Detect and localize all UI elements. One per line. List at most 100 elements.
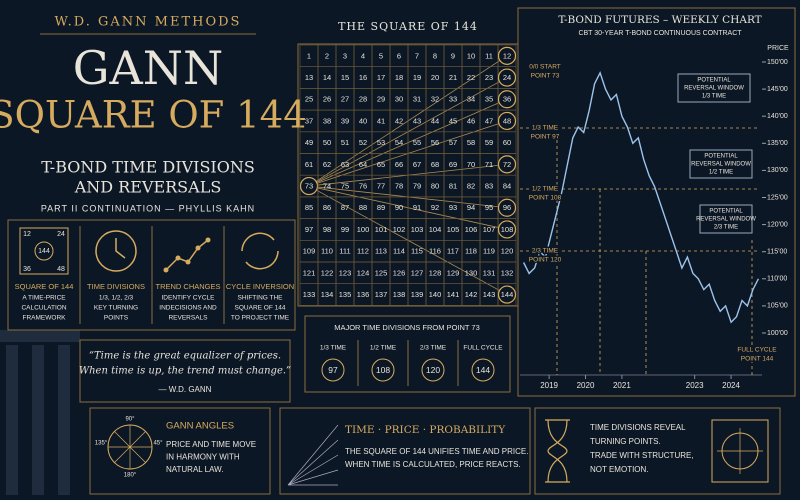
icon-label: 48 <box>57 266 65 273</box>
subtitle: T-BOND TIME DIVISIONS <box>41 158 255 177</box>
cell-number: 45 <box>449 116 457 125</box>
footer-text: NOT EMOTION. <box>590 465 649 474</box>
cell-number: 6 <box>397 51 401 60</box>
cell-number: 42 <box>395 116 403 125</box>
cell-number: 141 <box>447 290 460 299</box>
y-tick-label: 100'00 <box>767 330 788 337</box>
cell-number: 87 <box>341 203 349 212</box>
cell-number: 39 <box>341 116 349 125</box>
cell-number: 95 <box>485 203 493 212</box>
cell-number: 66 <box>395 160 403 169</box>
cell-number: 62 <box>323 160 331 169</box>
cell-number: 77 <box>377 182 385 191</box>
cell-number: 104 <box>429 225 442 234</box>
footer-text: TRADE WITH STRUCTURE, <box>590 451 694 460</box>
icon-label: 144 <box>38 248 50 255</box>
cell-number: 135 <box>339 290 352 299</box>
reversal-text: REVERSAL WINDOW <box>696 217 756 223</box>
cell-number: 24 <box>503 73 511 82</box>
cell-number: 105 <box>447 225 460 234</box>
cell-number: 48 <box>503 116 511 125</box>
cell-number: 107 <box>483 225 496 234</box>
cell-number: 73 <box>305 182 313 191</box>
reversal-text: 1/2 TIME <box>709 170 733 176</box>
cell-number: 68 <box>431 160 439 169</box>
division-badge <box>471 358 495 382</box>
cell-number: 35 <box>485 95 493 104</box>
compass <box>108 425 152 469</box>
cell-highlight <box>497 285 517 304</box>
cell-number: 57 <box>449 138 457 147</box>
cell-number: 46 <box>467 116 475 125</box>
icon <box>245 250 279 270</box>
icon-label: 36 <box>23 266 31 273</box>
compass-label: 45° <box>153 441 163 447</box>
cell-number: 36 <box>503 95 511 104</box>
footer-text: WHEN TIME IS CALCULATED, PRICE REACTS. <box>345 460 521 469</box>
cell-number: 101 <box>375 225 388 234</box>
cell-number: 64 <box>359 160 367 169</box>
title: GANN <box>73 41 223 95</box>
quote-text: “Time is the great equalizer of prices. <box>89 351 281 362</box>
cell-highlight <box>299 176 319 196</box>
cell-number: 13 <box>305 73 313 82</box>
cell-number: 100 <box>357 225 370 234</box>
icon <box>95 230 137 272</box>
annotation: FULL CYCLE <box>737 347 777 354</box>
y-tick-label: 140'00 <box>767 113 788 120</box>
icon <box>185 259 191 265</box>
cell-highlight <box>497 155 517 174</box>
compass-label: 90° <box>125 417 135 423</box>
cell-number: 124 <box>357 268 370 277</box>
division-badge <box>321 358 345 382</box>
y-tick-label: 115'00 <box>767 249 787 256</box>
cell-number: 117 <box>447 247 459 256</box>
cell-number: 133 <box>303 290 316 299</box>
cell-number: 109 <box>303 247 316 256</box>
cell-number: 89 <box>377 203 385 212</box>
cell-number: 76 <box>359 182 367 191</box>
footer-text: TURNING POINTS. <box>590 437 661 446</box>
y-tick-label: 150'00 <box>767 59 788 66</box>
cell-number: 136 <box>357 290 370 299</box>
cell-number: 99 <box>341 225 349 234</box>
feature-title: TREND CHANGES <box>155 282 220 291</box>
cell-number: 20 <box>431 73 439 82</box>
x-tick-label: 2023 <box>686 381 704 390</box>
cell-number: 65 <box>377 160 385 169</box>
annotation: POINT 108 <box>529 195 562 202</box>
cell-number: 129 <box>447 268 460 277</box>
x-tick-label: 2024 <box>722 381 740 390</box>
feature-text: SQUARE OF 144 <box>235 305 286 312</box>
cell-number: 8 <box>433 51 437 60</box>
cell-number: 97 <box>305 225 313 234</box>
cell-number: 112 <box>357 247 369 256</box>
division-label: 2/3 TIME <box>420 345 447 352</box>
y-tick-label: 110'00 <box>767 276 787 283</box>
cell-number: 47 <box>485 116 493 125</box>
cell-number: 7 <box>415 51 419 60</box>
reversal-text: REVERSAL WINDOW <box>691 162 751 168</box>
cell-number: 103 <box>411 225 424 234</box>
cell-number: 51 <box>341 138 349 147</box>
cell-number: 18 <box>395 73 403 82</box>
cell-highlight <box>497 220 517 239</box>
cell-number: 4 <box>361 51 365 60</box>
chart-title: T-BOND FUTURES – WEEKLY CHART <box>558 14 761 26</box>
cell-number: 140 <box>429 290 442 299</box>
target-icon <box>711 419 769 483</box>
division-value: 144 <box>476 365 490 375</box>
cell-highlight <box>497 90 517 109</box>
cell-number: 34 <box>467 95 475 104</box>
columns-decoration <box>0 330 80 495</box>
footer-text: NATURAL LAW. <box>166 465 224 474</box>
feature-title: TIME DIVISIONS <box>87 282 145 291</box>
reversal-text: 2/3 TIME <box>714 225 738 231</box>
cell-number: 119 <box>483 247 495 256</box>
cell-highlight <box>497 198 517 217</box>
icon <box>115 238 126 259</box>
cell-number: 131 <box>483 268 496 277</box>
cell-number: 41 <box>377 116 385 125</box>
fan-icon <box>287 424 339 486</box>
footer-title: GANN ANGLES <box>166 421 234 432</box>
